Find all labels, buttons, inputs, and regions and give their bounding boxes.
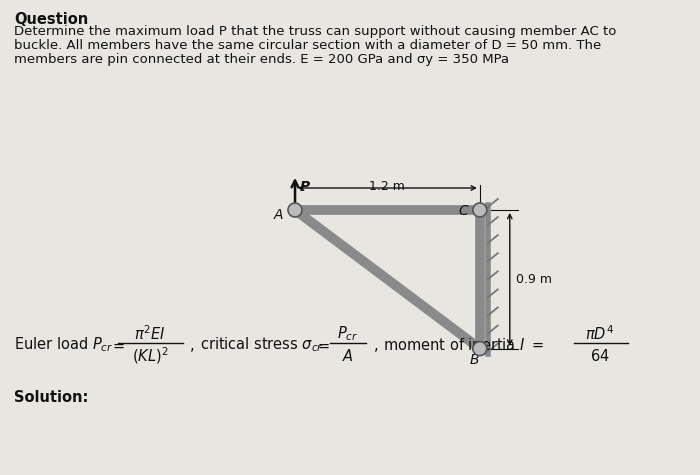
- Text: 0.9 m: 0.9 m: [516, 273, 552, 286]
- Text: 1.2 m: 1.2 m: [370, 180, 405, 193]
- Text: Solution:: Solution:: [14, 390, 88, 405]
- Text: critical stress $\sigma_{cr}$: critical stress $\sigma_{cr}$: [200, 336, 323, 354]
- Text: ,: ,: [374, 338, 379, 352]
- Text: Determine the maximum load P that the truss can support without causing member A: Determine the maximum load P that the tr…: [14, 25, 617, 38]
- Text: members are pin connected at their ends. E = 200 GPa and σy = 350 MPa: members are pin connected at their ends.…: [14, 53, 509, 66]
- Text: buckle. All members have the same circular section with a diameter of D = 50 mm.: buckle. All members have the same circul…: [14, 39, 601, 52]
- Text: $=$: $=$: [111, 338, 126, 352]
- Text: P: P: [300, 180, 310, 194]
- Circle shape: [473, 203, 486, 217]
- Text: $(KL)^2$: $(KL)^2$: [132, 346, 168, 366]
- Circle shape: [473, 342, 486, 356]
- Circle shape: [288, 203, 302, 217]
- Text: Euler load $\it{P}_{cr}$: Euler load $\it{P}_{cr}$: [14, 336, 113, 354]
- Text: C: C: [458, 204, 468, 218]
- Text: ,: ,: [190, 338, 195, 352]
- Text: $64$: $64$: [590, 348, 610, 364]
- Text: $\pi^2 EI$: $\pi^2 EI$: [134, 324, 166, 343]
- Text: $=$: $=$: [315, 338, 330, 352]
- Text: A: A: [274, 208, 283, 222]
- Text: B: B: [470, 352, 480, 367]
- Text: $\it{P}_{cr}$: $\it{P}_{cr}$: [337, 324, 358, 343]
- Text: $\pi D^4$: $\pi D^4$: [585, 324, 615, 343]
- Text: moment of inertia $\it{I}$ $=$: moment of inertia $\it{I}$ $=$: [383, 337, 544, 353]
- Text: Question: Question: [14, 12, 88, 27]
- Text: $A$: $A$: [342, 348, 354, 364]
